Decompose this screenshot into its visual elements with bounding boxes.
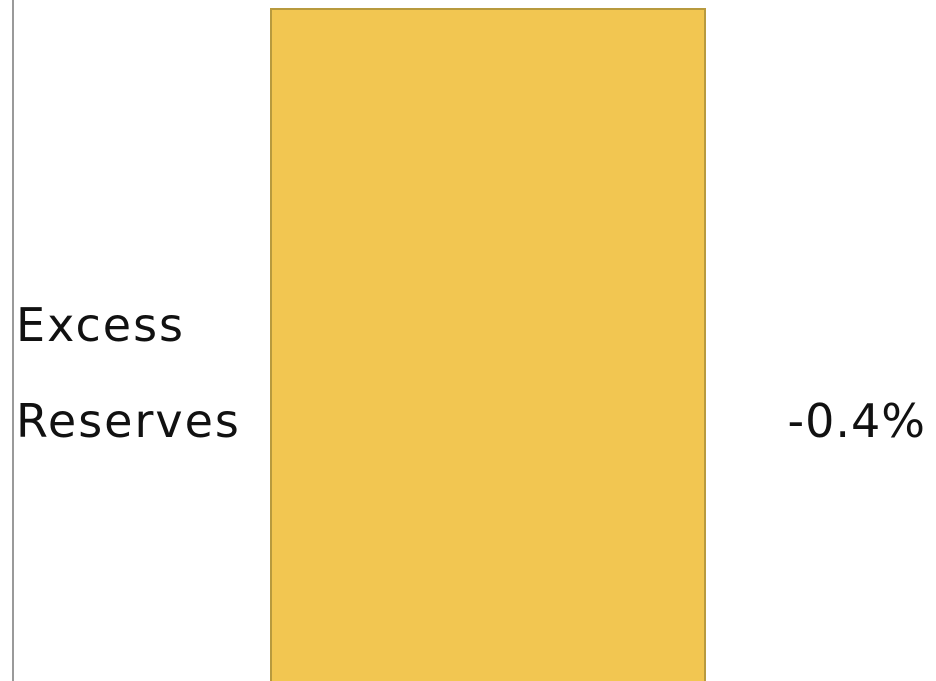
category-label: Excess Reserves [16, 298, 241, 448]
bar [270, 8, 706, 681]
data-label: -0.4% [788, 394, 926, 448]
chart-marks: Excess Reserves -0.4% [16, 8, 926, 681]
category-label-line: Excess [16, 298, 185, 352]
category-label-line: Reserves [16, 394, 241, 448]
